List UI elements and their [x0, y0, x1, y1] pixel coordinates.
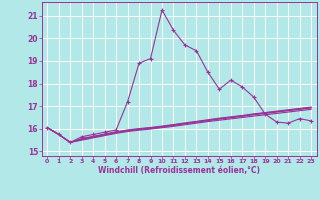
X-axis label: Windchill (Refroidissement éolien,°C): Windchill (Refroidissement éolien,°C): [98, 166, 260, 175]
